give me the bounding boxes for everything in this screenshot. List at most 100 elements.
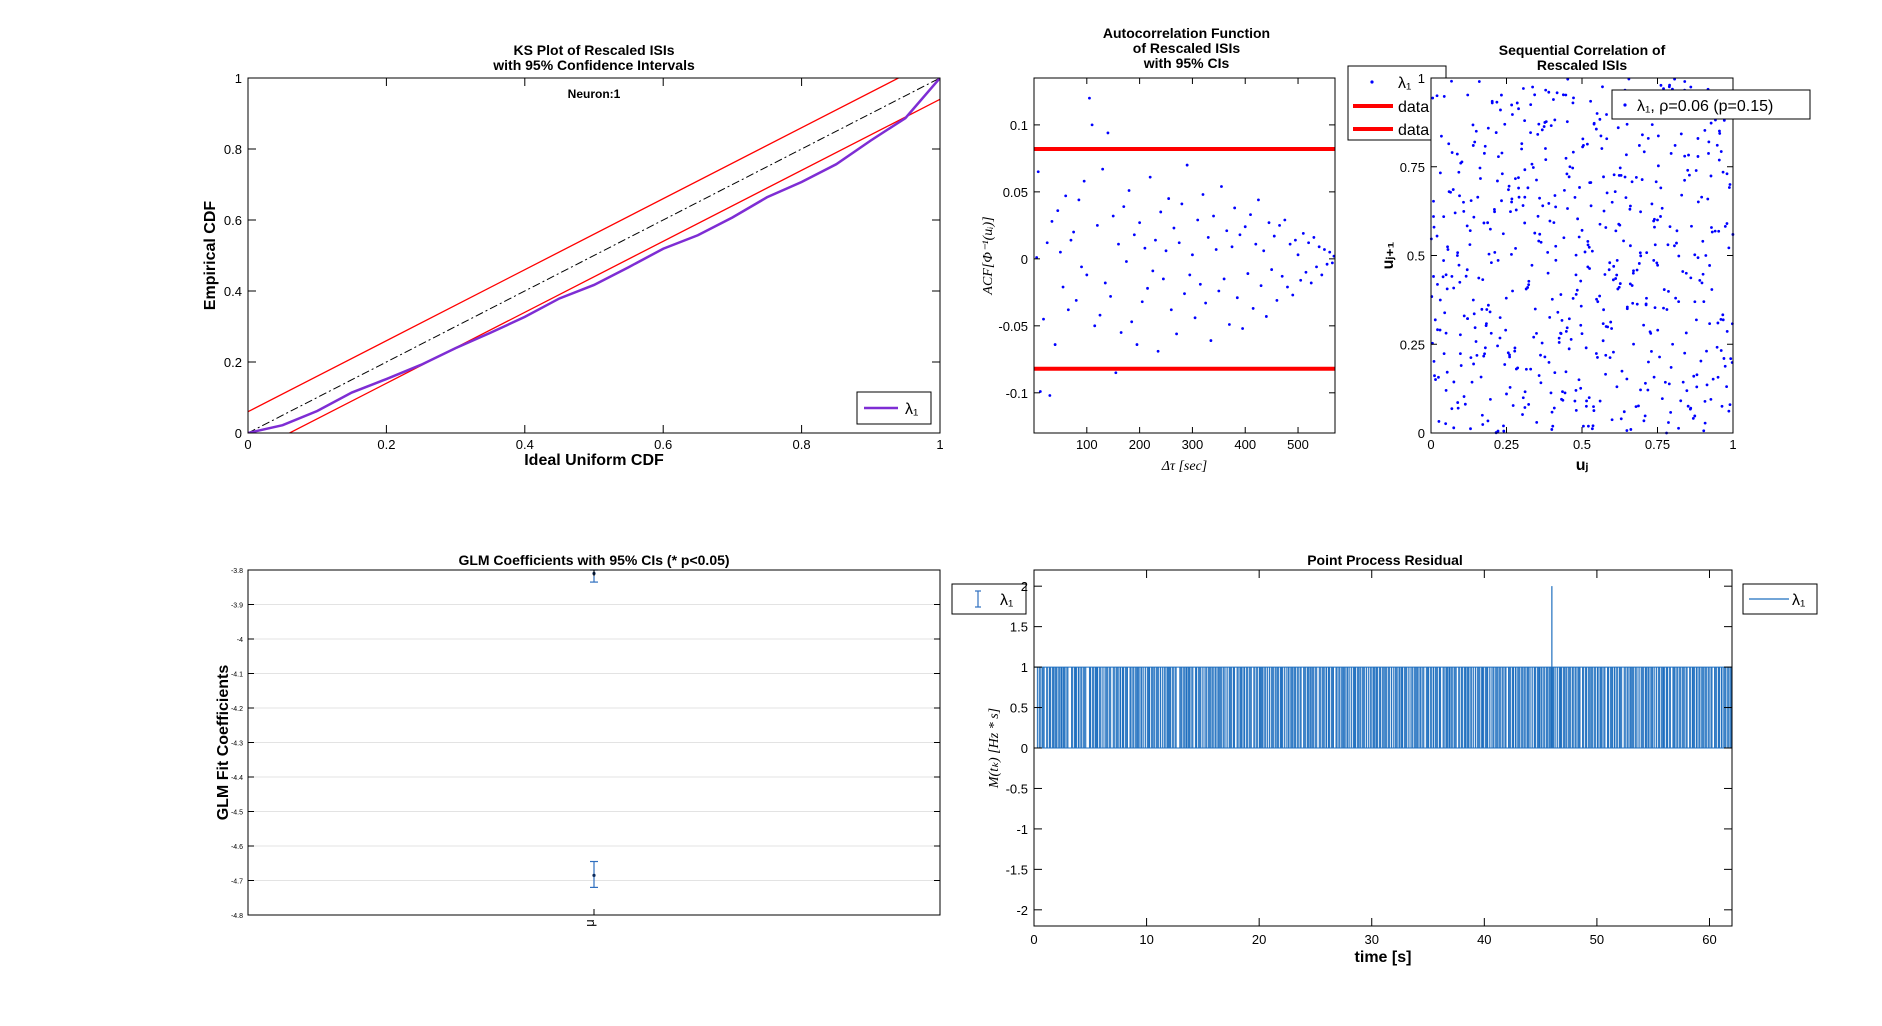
acf-point <box>1291 293 1295 297</box>
seqcorr-point <box>1537 122 1541 126</box>
acf-point <box>1053 343 1057 346</box>
seqcorr-point <box>1460 160 1464 164</box>
seqcorr-point <box>1716 321 1720 325</box>
acf-point <box>1036 170 1040 174</box>
seqcorr-point <box>1705 349 1708 353</box>
seqcorr-point <box>1567 317 1571 321</box>
seqcorr-point <box>1654 180 1658 184</box>
seqcorr-point <box>1567 175 1571 179</box>
seqcorr-point <box>1523 119 1527 122</box>
glm-ytick-label: -4.8 <box>231 913 243 920</box>
acf-point <box>1183 292 1186 296</box>
seqcorr-point <box>1483 144 1487 148</box>
acf-y-axis-label: ACF[Φ⁻¹(uᵢ)] <box>981 216 996 295</box>
seqcorr-point <box>1479 375 1483 379</box>
seqcorr-point <box>1619 174 1623 177</box>
seqcorr-point <box>1690 224 1693 228</box>
acf-legend-label: λ₁ <box>1398 75 1411 92</box>
seqcorr-point <box>1553 194 1557 197</box>
seqcorr-point <box>1668 225 1672 229</box>
seqcorr-point <box>1637 144 1641 147</box>
acf-point <box>1106 131 1110 135</box>
seqcorr-point <box>1586 265 1590 269</box>
seqcorr-point <box>1566 207 1569 210</box>
seqcorr-point <box>1551 424 1555 428</box>
glm-ytick-label: -4.3 <box>231 741 243 748</box>
seqcorr-point <box>1511 404 1515 407</box>
seqcorr-point <box>1517 186 1520 190</box>
seqcorr-point <box>1547 202 1551 205</box>
acf-point <box>1201 193 1205 196</box>
ks-lower-ci-line <box>288 98 940 433</box>
seqcorr-point <box>1493 210 1496 214</box>
seqcorr-point <box>1727 409 1731 413</box>
seqcorr-point <box>1667 85 1671 89</box>
acf-point <box>1267 221 1271 225</box>
seqcorr-point <box>1658 355 1661 359</box>
seqcorr-ytick-label: 1 <box>1418 71 1425 86</box>
acf-point <box>1177 241 1181 245</box>
seqcorr-point <box>1595 297 1598 301</box>
seqcorr-point <box>1660 397 1664 401</box>
seqcorr-point <box>1557 336 1561 340</box>
seqcorr-point <box>1450 407 1454 411</box>
seqcorr-point <box>1496 344 1499 348</box>
acf-point <box>1198 282 1202 286</box>
seqcorr-point <box>1610 327 1613 330</box>
seqcorr-point <box>1624 196 1628 200</box>
seqcorr-point <box>1549 124 1553 128</box>
ks-ytick-label: 0.4 <box>224 284 242 299</box>
seqcorr-point <box>1514 177 1517 181</box>
seqcorr-point <box>1605 191 1609 195</box>
seqcorr-point <box>1615 273 1619 277</box>
residual-ytick-label: -2 <box>1016 903 1028 918</box>
seqcorr-point <box>1675 241 1678 245</box>
seqcorr-point <box>1650 349 1653 353</box>
seqcorr-point <box>1639 254 1643 258</box>
acf-point <box>1188 273 1192 277</box>
ks-upper-ci-line <box>248 78 900 413</box>
seqcorr-point <box>1565 120 1569 124</box>
seqcorr-point <box>1696 256 1700 260</box>
seqcorr-point <box>1552 406 1556 410</box>
seqcorr-point <box>1652 258 1656 262</box>
acf-point <box>1270 268 1274 271</box>
seqcorr-point <box>1437 375 1440 379</box>
seqcorr-point <box>1687 153 1690 157</box>
seqcorr-point <box>1455 254 1459 257</box>
seqcorr-point <box>1564 156 1568 160</box>
seqcorr-point <box>1694 318 1698 322</box>
seqcorr-point <box>1561 93 1565 97</box>
seqcorr-ytick-label: 0.75 <box>1400 160 1425 175</box>
seqcorr-point <box>1446 245 1449 249</box>
seqcorr-point <box>1469 427 1472 431</box>
seqcorr-point <box>1553 118 1557 122</box>
seqcorr-point <box>1452 286 1456 290</box>
seqcorr-point <box>1522 87 1525 90</box>
acf-legend-label: data <box>1398 122 1429 139</box>
seqcorr-point <box>1529 131 1532 135</box>
seqcorr-point <box>1456 251 1460 254</box>
seqcorr-point <box>1669 365 1673 369</box>
residual-ytick-label: 0.5 <box>1010 701 1028 716</box>
seqcorr-point <box>1465 224 1469 228</box>
seqcorr-point <box>1614 277 1618 280</box>
acf-point <box>1328 250 1332 254</box>
seqcorr-title: Sequential Correlation of Rescaled ISIs <box>1499 42 1666 73</box>
seqcorr-point <box>1563 188 1566 192</box>
seqcorr-xtick-label: 0 <box>1427 437 1434 452</box>
seqcorr-point <box>1577 378 1581 382</box>
seqcorr-point <box>1663 380 1667 384</box>
seqcorr-point <box>1554 205 1558 209</box>
seqcorr-point <box>1501 232 1505 236</box>
seqcorr-point <box>1471 144 1475 147</box>
seqcorr-point <box>1581 137 1585 141</box>
seqcorr-point <box>1707 140 1711 144</box>
seqcorr-point <box>1523 390 1527 394</box>
seqcorr-point <box>1725 385 1728 389</box>
seqcorr-point <box>1717 229 1721 233</box>
seqcorr-point <box>1565 326 1569 330</box>
seqcorr-point <box>1722 118 1726 122</box>
seqcorr-point <box>1449 190 1452 194</box>
seqcorr-point <box>1684 271 1688 275</box>
